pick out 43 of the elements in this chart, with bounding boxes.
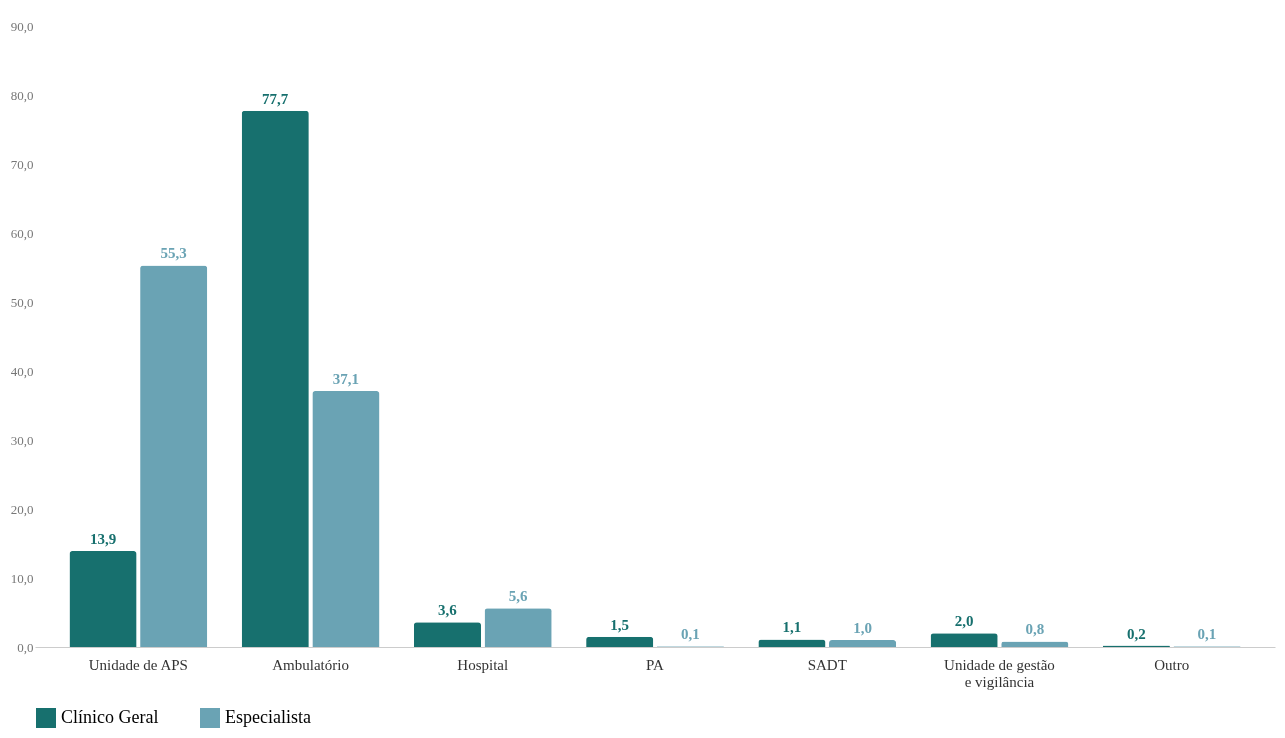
x-tick-label: SADT [807,656,847,673]
data-label: 55,3 [160,245,187,262]
legend-label: Especialista [225,707,311,727]
data-label: 1,5 [610,616,630,633]
y-tick-label: 80,0 [10,87,34,103]
x-tick-label: Ambulatório [272,656,349,673]
bar [586,636,654,647]
bar [241,110,309,647]
y-tick-label: 20,0 [10,501,34,517]
data-label: 13,9 [89,531,117,548]
data-label: 0,1 [680,626,700,643]
bar [312,391,380,647]
x-tick-label: Outro [1154,656,1190,673]
x-tick-label: Unidade de APS [88,656,188,673]
data-label: 3,6 [438,602,458,619]
data-label: 0,2 [1126,625,1146,642]
y-tick-label: 50,0 [10,294,34,310]
bar [930,633,998,647]
bar [69,551,137,647]
y-tick-label: 90,0 [10,18,34,34]
y-tick-label: 60,0 [10,225,34,241]
y-tick-label: 40,0 [10,363,34,379]
bar [413,622,482,647]
bar [828,640,897,647]
data-label: 2,0 [954,613,974,630]
y-tick-label: 10,0 [10,570,34,586]
y-tick-label: 70,0 [10,156,34,172]
x-tick-label: Hospital [457,656,509,673]
data-label: 0,8 [1025,621,1045,638]
data-label: 0,1 [1197,626,1217,643]
bar [758,639,826,647]
data-label: 77,7 [262,90,289,107]
bar [484,608,552,647]
data-label: 5,6 [508,588,528,605]
data-label: 1,0 [853,620,872,637]
x-tick-label: Unidade de gestão e vigilância [944,656,1055,690]
data-label: 37,1 [332,371,360,388]
y-tick-label: 0,0 [17,639,34,655]
legend-label: Clínico Geral [61,707,159,727]
y-tick-label: 30,0 [10,432,34,448]
bar [140,265,208,647]
data-label: 1,1 [782,619,802,636]
x-tick-label: PA [646,656,665,673]
